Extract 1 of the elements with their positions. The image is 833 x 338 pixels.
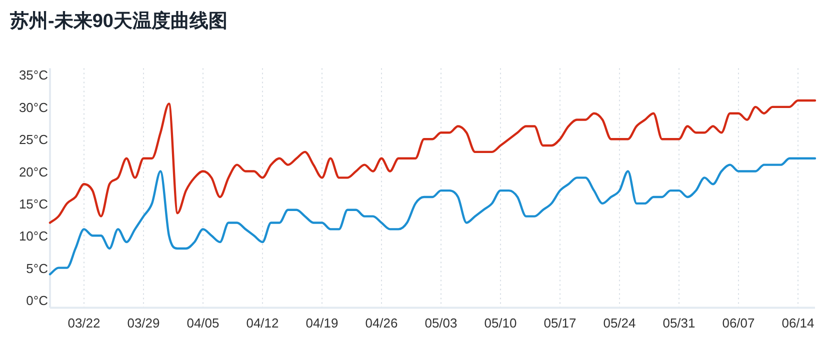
title: 苏州-未来90天温度曲线图: [10, 11, 228, 32]
